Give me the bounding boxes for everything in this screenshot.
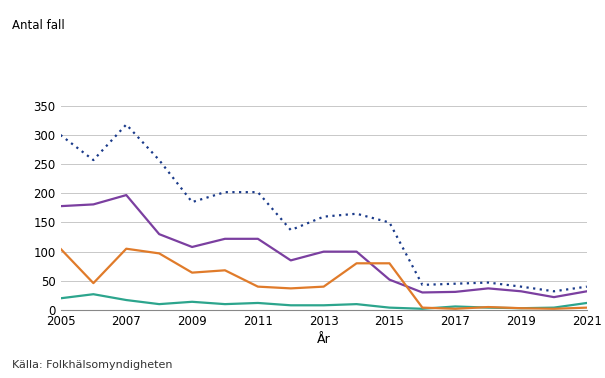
- Text: Källa: Folkhälsomyndigheten: Källa: Folkhälsomyndigheten: [12, 361, 172, 370]
- Text: Antal fall: Antal fall: [12, 19, 65, 32]
- X-axis label: År: År: [317, 333, 330, 346]
